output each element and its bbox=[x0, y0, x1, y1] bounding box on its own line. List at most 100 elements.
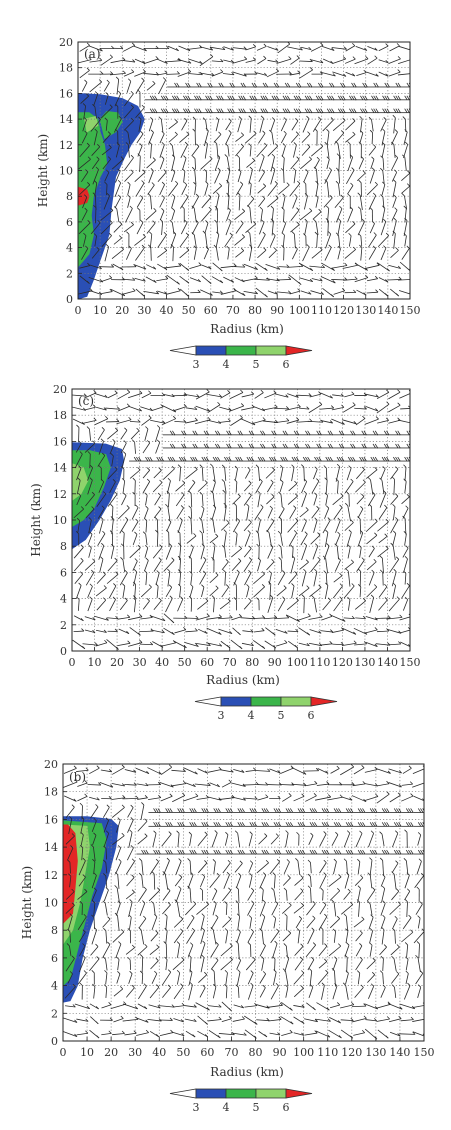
wind-barb bbox=[67, 971, 73, 984]
wind-barb bbox=[387, 1003, 403, 1010]
wind-barb bbox=[333, 572, 343, 583]
wind-barb bbox=[308, 984, 314, 999]
wind-barb bbox=[380, 218, 387, 236]
wind-barb bbox=[244, 466, 251, 479]
wind-barb bbox=[352, 781, 366, 787]
wind-barb bbox=[326, 156, 330, 170]
wind-barb bbox=[117, 389, 131, 400]
wind-barb bbox=[138, 983, 147, 1000]
wind-barb bbox=[76, 582, 82, 599]
wind-barb bbox=[233, 502, 238, 522]
wind-barb bbox=[258, 195, 266, 208]
wind-barb bbox=[210, 463, 216, 482]
wind-barb bbox=[311, 108, 324, 114]
wind-barb bbox=[162, 456, 176, 462]
wind-barb bbox=[155, 583, 159, 598]
wind-barb bbox=[243, 492, 252, 506]
wind-barb bbox=[324, 141, 330, 158]
wind-barb bbox=[304, 849, 318, 855]
x-tick-label: 60 bbox=[200, 1046, 214, 1059]
wind-barb bbox=[160, 808, 173, 813]
wind-barb bbox=[91, 246, 100, 259]
wind-barb bbox=[257, 183, 267, 194]
wind-barb bbox=[324, 505, 330, 519]
wind-barb bbox=[155, 45, 170, 50]
wind-barb bbox=[330, 614, 346, 622]
wind-barb bbox=[209, 46, 226, 51]
wind-barb bbox=[331, 968, 336, 987]
wind-barb bbox=[64, 983, 76, 999]
wind-barb bbox=[172, 808, 185, 813]
wind-barb bbox=[247, 900, 255, 916]
wind-barb bbox=[121, 451, 127, 469]
wind-barb bbox=[380, 984, 386, 998]
wind-barb bbox=[88, 517, 92, 534]
wind-barb bbox=[277, 42, 291, 54]
wind-barb bbox=[354, 406, 367, 410]
wind-barb bbox=[266, 108, 280, 114]
wind-barb bbox=[231, 558, 242, 572]
wind-barb bbox=[255, 95, 269, 101]
wind-barb bbox=[389, 556, 400, 573]
wind-barb bbox=[298, 627, 311, 636]
wind-barb bbox=[81, 207, 88, 221]
y-tick-label: 16 bbox=[59, 87, 73, 100]
wind-barb bbox=[332, 493, 344, 506]
wind-barb bbox=[132, 477, 136, 494]
wind-barb bbox=[220, 808, 233, 813]
wind-barb bbox=[122, 795, 139, 800]
wind-barb bbox=[377, 1029, 389, 1039]
x-tick-label: 150 bbox=[400, 656, 421, 669]
wind-barb bbox=[256, 543, 260, 559]
wind-barb bbox=[165, 287, 181, 295]
wind-barb bbox=[243, 598, 252, 610]
x-tick-label: 10 bbox=[88, 656, 102, 669]
wind-barb bbox=[208, 822, 221, 827]
wind-barb bbox=[366, 466, 378, 479]
wind-barb bbox=[256, 822, 270, 827]
wind-barb bbox=[403, 217, 408, 237]
wind-barb bbox=[91, 872, 97, 889]
wind-barb bbox=[400, 405, 410, 410]
wind-barb bbox=[99, 556, 104, 573]
wind-barb bbox=[318, 913, 328, 931]
wind-barb bbox=[388, 95, 401, 101]
wind-barb bbox=[357, 206, 363, 222]
wind-barb bbox=[306, 900, 316, 916]
wind-barb bbox=[309, 443, 322, 449]
wind-barb bbox=[309, 584, 322, 597]
wind-barb bbox=[295, 857, 301, 876]
wind-barb bbox=[356, 69, 367, 77]
wind-barb bbox=[308, 614, 323, 620]
wind-barb bbox=[380, 194, 385, 209]
wind-barb bbox=[307, 956, 315, 971]
wind-barb bbox=[140, 584, 152, 598]
wind-barb bbox=[391, 169, 398, 182]
wind-barb bbox=[200, 289, 213, 296]
wind-barb bbox=[378, 288, 388, 297]
wind-barb bbox=[245, 44, 257, 51]
wind-barb bbox=[272, 956, 276, 971]
wind-barb bbox=[364, 783, 378, 787]
wind-barb bbox=[353, 627, 368, 635]
wind-barb bbox=[281, 1001, 293, 1011]
wind-barb bbox=[129, 419, 141, 423]
y-axis-title: Height (km) bbox=[29, 483, 43, 556]
wind-barb bbox=[92, 983, 96, 999]
wind-barb bbox=[388, 402, 401, 413]
wind-barb bbox=[236, 181, 244, 196]
wind-barb bbox=[277, 95, 291, 101]
wind-barb bbox=[324, 167, 332, 184]
wind-barb bbox=[137, 143, 143, 157]
wind-barb bbox=[354, 430, 367, 436]
wind-barb bbox=[138, 915, 147, 929]
wind-barb bbox=[405, 970, 409, 984]
wind-barb bbox=[376, 443, 390, 449]
wind-barb bbox=[155, 425, 161, 442]
wind-barb bbox=[121, 263, 137, 268]
wind-barb bbox=[106, 571, 119, 584]
wind-barb bbox=[314, 231, 318, 248]
wind-barb bbox=[131, 518, 139, 532]
colorbar-tick-label: 5 bbox=[253, 1101, 260, 1114]
